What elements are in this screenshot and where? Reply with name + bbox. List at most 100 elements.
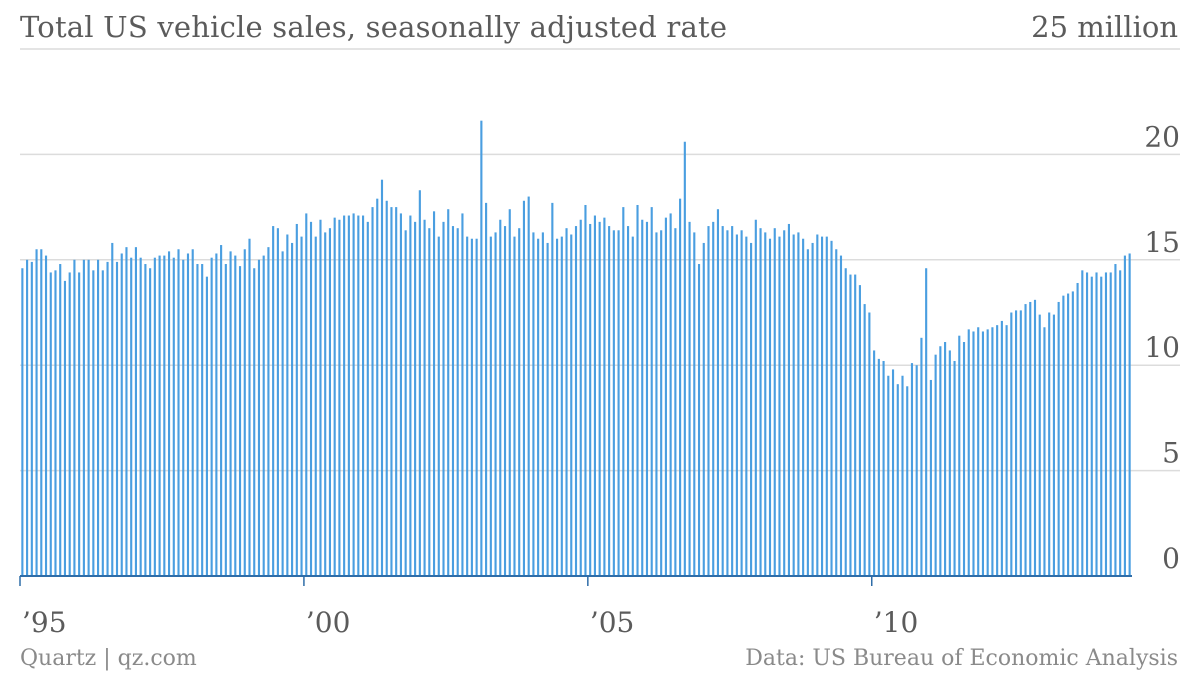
chart-title: Total US vehicle sales, seasonally adjus… <box>20 10 728 44</box>
bar <box>248 238 251 576</box>
bar <box>522 200 526 576</box>
bar <box>797 232 800 576</box>
bar <box>556 238 559 576</box>
bar <box>196 264 199 576</box>
data-source: Data: US Bureau of Economic Analysis <box>745 646 1178 671</box>
bar <box>201 264 204 576</box>
bar <box>650 207 653 576</box>
bar <box>149 268 152 576</box>
bar <box>1090 276 1093 576</box>
bar <box>1114 264 1117 576</box>
bar <box>380 179 384 576</box>
bar <box>1033 299 1037 576</box>
bar <box>309 221 313 577</box>
bar <box>347 215 350 576</box>
bar <box>910 363 914 576</box>
bar <box>399 213 402 577</box>
bar <box>915 365 918 576</box>
bar <box>967 329 970 576</box>
bar <box>376 198 379 577</box>
bar <box>1123 255 1126 576</box>
bar <box>451 226 455 576</box>
bar <box>868 312 871 576</box>
bar <box>986 329 989 576</box>
bar <box>262 255 265 576</box>
y-tick-label: 15 <box>1144 226 1180 259</box>
bar <box>660 230 663 577</box>
bar <box>688 221 691 577</box>
bar <box>40 249 43 576</box>
bar <box>783 230 786 577</box>
bar <box>144 264 147 576</box>
bar <box>281 251 284 576</box>
bar <box>669 213 672 577</box>
bar <box>456 228 459 576</box>
bar <box>707 226 710 576</box>
bar <box>750 242 753 576</box>
bar <box>740 230 743 577</box>
bar <box>319 219 322 576</box>
bar <box>366 221 369 577</box>
bar <box>745 236 748 577</box>
bar <box>551 202 554 576</box>
bar <box>234 255 237 576</box>
bar <box>1095 272 1098 576</box>
bar <box>1029 301 1032 576</box>
bar <box>1043 327 1046 576</box>
bar <box>948 350 951 576</box>
bar <box>844 268 847 576</box>
bar <box>626 226 630 576</box>
bar <box>224 264 227 576</box>
bar <box>177 249 180 576</box>
bar <box>981 331 985 576</box>
bar <box>1019 310 1022 576</box>
bar <box>115 261 119 576</box>
bar <box>778 236 781 577</box>
y-tick-label: 20 <box>1144 120 1180 153</box>
bar <box>944 342 947 576</box>
bar <box>565 228 568 576</box>
x-tick-label: ’95 <box>22 606 67 639</box>
bar <box>1104 272 1108 576</box>
bar <box>977 327 980 576</box>
bar <box>518 228 521 576</box>
bar <box>494 232 497 576</box>
bar <box>210 257 213 576</box>
bar <box>996 325 999 576</box>
bar <box>395 207 398 576</box>
bar <box>125 247 128 576</box>
bar <box>1128 253 1131 577</box>
bar <box>54 270 57 576</box>
bar <box>792 234 795 576</box>
bar <box>253 268 256 576</box>
bar <box>1109 272 1112 576</box>
bar <box>617 230 620 577</box>
bar <box>674 228 677 576</box>
bar <box>1071 291 1074 576</box>
bar <box>655 232 658 576</box>
bar <box>437 236 440 577</box>
bar <box>679 198 682 577</box>
bar <box>541 232 544 576</box>
bar <box>238 266 242 576</box>
bar <box>447 209 450 576</box>
bar <box>508 209 511 576</box>
bar <box>362 215 365 576</box>
bar <box>939 346 942 576</box>
bar <box>579 219 582 576</box>
bar <box>153 257 156 576</box>
bar <box>1038 314 1041 576</box>
bar <box>854 274 857 576</box>
bar <box>958 335 961 576</box>
bar <box>139 257 142 576</box>
y-tick-labels: 0 5 10 15 20 <box>1144 120 1180 575</box>
bar <box>324 232 327 576</box>
y-tick-label: 10 <box>1144 331 1180 364</box>
bar <box>404 230 407 577</box>
source-credit: Quartz | qz.com <box>20 646 197 671</box>
bar <box>106 261 109 576</box>
bar <box>787 223 790 576</box>
bar <box>764 232 767 576</box>
y-tick-label: 5 <box>1162 437 1180 470</box>
bar <box>59 264 62 576</box>
